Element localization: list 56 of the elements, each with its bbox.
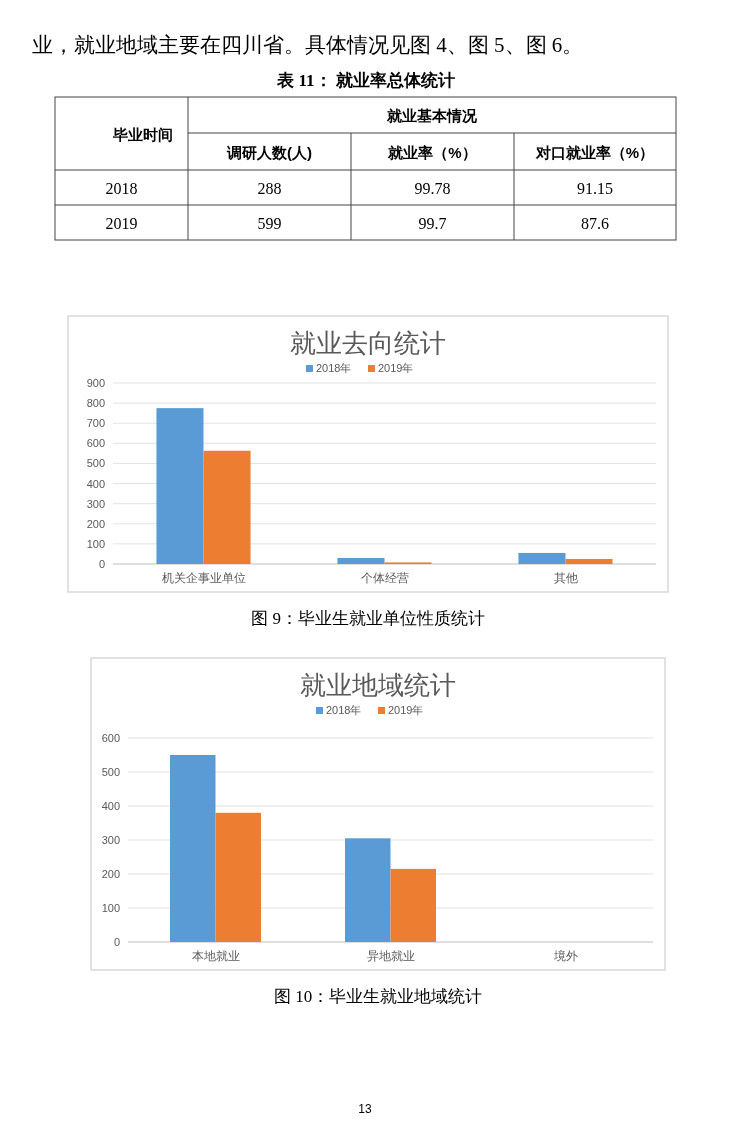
bar [390, 868, 436, 942]
x-tick-label: 其他 [553, 571, 578, 585]
bar [156, 408, 204, 564]
text: 2019 [105, 214, 138, 232]
bar [518, 552, 566, 564]
bar [215, 812, 261, 942]
legend-label: 2019年 [388, 704, 424, 716]
y-tick-label: 600 [86, 437, 105, 450]
bar [345, 838, 391, 942]
text: 13 [358, 1102, 372, 1116]
x-tick-label: 本地就业 [191, 949, 240, 963]
x-tick-label: 异地就业 [366, 949, 415, 963]
text: 对口就业率（%） [534, 144, 655, 161]
text: 99.78 [414, 179, 451, 197]
y-tick-label: 0 [98, 558, 105, 570]
legend-label: 2018年 [326, 704, 362, 716]
bar [203, 450, 251, 564]
caption: 图 10：毕业生就业地域统计 [273, 987, 483, 1006]
chart-title: 就业去向统计 [290, 328, 446, 358]
text: 调研人数(人) [226, 144, 312, 161]
text: 599 [257, 214, 282, 232]
text: 业，就业地域主要在四川省。具体情况见图 4、图 5、图 6。 [32, 33, 584, 57]
text: 99.7 [418, 214, 447, 232]
y-tick-label: 0 [113, 936, 120, 948]
y-tick-label: 800 [86, 397, 105, 410]
text: 就业率（%） [387, 144, 477, 161]
x-tick-label: 个体经营 [360, 571, 409, 585]
bar [337, 557, 385, 564]
y-tick-label: 600 [101, 732, 120, 744]
text: 表 11： 就业率总体统计 [276, 71, 455, 90]
y-tick-label: 300 [86, 497, 105, 510]
caption: 图 9：毕业生就业单位性质统计 [251, 609, 485, 628]
text: 2018 [105, 179, 138, 197]
text: 288 [257, 179, 282, 197]
legend-label: 2018年 [316, 362, 352, 374]
bar [565, 558, 613, 564]
y-tick-label: 400 [86, 477, 105, 490]
text: 87.6 [581, 214, 609, 232]
y-tick-label: 300 [101, 834, 120, 846]
y-tick-label: 100 [101, 902, 120, 914]
x-tick-label: 机关企事业单位 [161, 571, 246, 585]
legend-label: 2019年 [378, 362, 414, 374]
bar [170, 755, 216, 942]
y-tick-label: 200 [101, 868, 120, 880]
text: 91.15 [577, 179, 613, 197]
y-tick-label: 100 [86, 537, 105, 550]
y-tick-label: 500 [86, 457, 105, 470]
text: 毕业时间 [112, 126, 173, 143]
y-tick-label: 900 [86, 377, 105, 389]
y-tick-label: 700 [86, 417, 105, 430]
y-tick-label: 200 [86, 517, 105, 530]
x-tick-label: 境外 [552, 949, 578, 963]
chart-title: 就业地域统计 [300, 670, 456, 700]
y-tick-label: 500 [101, 766, 120, 778]
y-tick-label: 400 [101, 800, 120, 812]
text: 就业基本情况 [386, 107, 478, 124]
